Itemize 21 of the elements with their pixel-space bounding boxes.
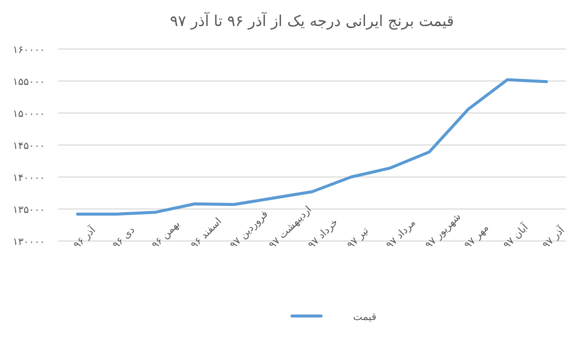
- x-tick-label: آذر ۹۶: [70, 222, 99, 252]
- y-tick-label: ۱۴۵۰۰۰: [12, 141, 45, 152]
- y-tick-label: ۱۴۰۰۰۰: [12, 173, 45, 184]
- y-tick-label: ۱۶۰۰۰۰: [12, 45, 45, 56]
- x-tick-label: شهریور ۹۷: [424, 211, 464, 252]
- x-tick-label: مهر ۹۷: [462, 222, 492, 252]
- x-tick-label: اسفند ۹۶: [189, 216, 224, 252]
- x-tick-label: دی ۹۶: [110, 224, 138, 252]
- y-tick-label: ۱۳۵۰۰۰: [12, 205, 45, 216]
- x-tick-label: خرداد ۹۷: [306, 216, 341, 252]
- x-tick-label: آذر ۹۷: [539, 222, 568, 252]
- chart-title: قیمت برنج ایرانی درجه یک از آذر ۹۶ تا آذر ۹۷: [170, 11, 454, 30]
- x-tick-label: فروردین ۹۷: [228, 208, 271, 252]
- x-tick-label: تیر ۹۷: [345, 225, 372, 252]
- y-tick-label: ۱۳۰۰۰۰: [12, 237, 45, 248]
- x-tick-label: بهمن ۹۶: [150, 218, 182, 252]
- x-tick-label: آبان ۹۷: [500, 220, 532, 252]
- y-tick-label: ۱۵۵۰۰۰: [12, 77, 45, 88]
- y-tick-label: ۱۵۰۰۰۰: [12, 109, 45, 120]
- text: قیمت: [353, 312, 377, 323]
- x-tick-label: مرداد ۹۷: [384, 218, 418, 252]
